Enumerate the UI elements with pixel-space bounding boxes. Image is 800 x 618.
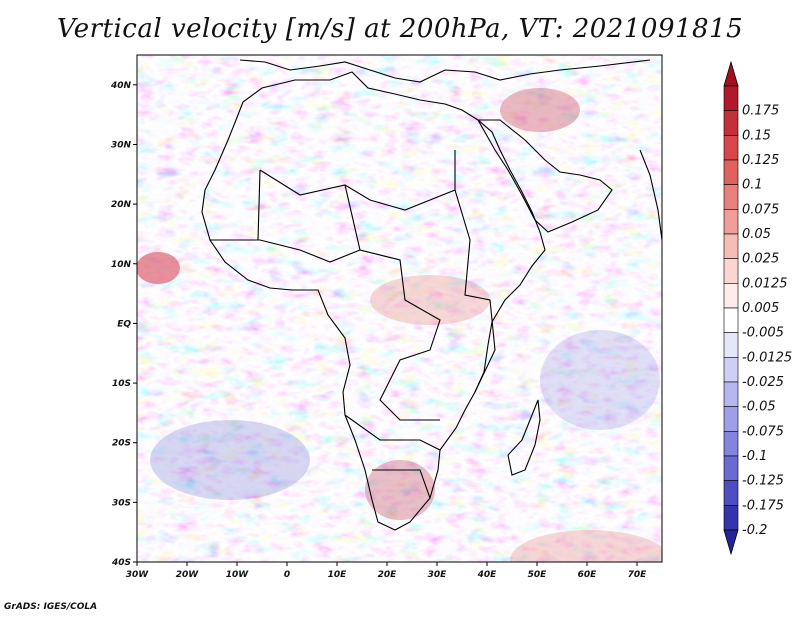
europe-coastline <box>239 59 651 83</box>
descent-patch-indian <box>540 330 660 430</box>
colorbar-swatch <box>723 233 739 259</box>
lon-label: 0 <box>284 570 290 580</box>
colorbar-label: -0.05 <box>742 400 776 415</box>
country-border-central <box>344 184 441 421</box>
lon-label: 20W <box>176 570 200 580</box>
colorbar-label: -0.2 <box>742 523 767 538</box>
plot-frame <box>136 54 663 563</box>
colorbar-label: 0.0125 <box>742 276 788 291</box>
lon-label: 10E <box>328 570 348 580</box>
lon-label: 70E <box>628 570 648 580</box>
axis-ticks: 30W 20W 10W 0 10E 20E 30E 40E 50E 60E 70E 40N 30N 20N… <box>110 81 647 580</box>
descent-patch-southatlantic <box>150 420 310 500</box>
lon-label: 30W <box>126 570 150 580</box>
credit-text: GrADS: IGES/COLA <box>4 602 98 612</box>
lon-label: 40E <box>477 570 498 580</box>
colorbar-label: -0.175 <box>742 498 784 513</box>
colorbar-label: 0.005 <box>742 301 779 316</box>
colorbar-swatch <box>723 406 739 432</box>
lat-label: 30S <box>112 498 131 508</box>
lat-label: 10N <box>111 260 132 270</box>
colorbar-top-arrow <box>723 60 739 87</box>
lat-label: 30N <box>111 140 132 150</box>
colorbar-swatch <box>723 455 739 481</box>
lon-label: 20E <box>378 570 398 580</box>
lat-label: 40N <box>110 81 132 91</box>
colorbar: 0.175 0.15 0.125 0.1 0.075 0.05 0.025 0.0125 0.0… <box>723 60 792 556</box>
colorbar-swatch <box>723 184 739 210</box>
coastlines <box>201 59 662 531</box>
colorbar-label: 0.025 <box>742 252 779 267</box>
lat-label: 40S <box>111 558 131 568</box>
colorbar-swatch <box>723 505 739 531</box>
lat-label: 20N <box>111 200 132 210</box>
colorbar-label: -0.125 <box>742 474 784 489</box>
colorbar-swatch <box>723 135 739 161</box>
colorbar-swatch <box>723 357 739 383</box>
chart-title: Vertical velocity [m/s] at 200hPa, VT: 2… <box>56 14 744 44</box>
colorbar-swatch <box>723 85 739 111</box>
lon-label: 50E <box>528 570 548 580</box>
colorbar-swatch <box>723 431 739 457</box>
lat-label: 10S <box>112 379 131 389</box>
colorbar-swatch <box>723 283 739 309</box>
colorbar-swatch <box>723 209 739 235</box>
colorbar-swatch <box>723 258 739 284</box>
colorbar-label: -0.075 <box>742 424 784 439</box>
colorbar-label: 0.05 <box>742 227 771 242</box>
colorbar-label: 0.175 <box>742 104 779 119</box>
colorbar-label: -0.025 <box>742 375 784 390</box>
colorbar-label: -0.005 <box>742 326 784 341</box>
colorbar-label: -0.0125 <box>742 350 792 365</box>
colorbar-swatch <box>723 159 739 185</box>
ascent-patch-atlantic <box>137 252 180 284</box>
africa-coastline <box>201 71 546 531</box>
madagascar-coastline <box>507 399 541 476</box>
india-coastline <box>639 149 662 241</box>
colorbar-label: -0.1 <box>742 449 767 464</box>
country-border-south <box>344 414 441 499</box>
lat-label: EQ <box>117 319 131 329</box>
country-border-west <box>210 169 361 263</box>
colorbar-swatch <box>723 381 739 407</box>
lon-label: 30E <box>428 570 448 580</box>
ascent-patch-southafrica <box>365 460 435 520</box>
arabia-coastline <box>477 119 613 233</box>
lat-label: 20S <box>112 439 131 449</box>
colorbar-swatch <box>723 480 739 506</box>
ascent-patch-southernocean <box>510 530 662 562</box>
ascent-patch-iran <box>500 88 580 132</box>
velocity-field <box>137 55 662 562</box>
lon-label: 10W <box>226 570 250 580</box>
colorbar-label: 0.1 <box>742 178 763 193</box>
colorbar-swatch <box>723 110 739 136</box>
colorbar-bottom-arrow <box>723 529 739 556</box>
colorbar-label: 0.075 <box>742 202 779 217</box>
lon-label: 60E <box>578 570 598 580</box>
colorbar-label: 0.15 <box>742 128 771 143</box>
colorbar-swatch <box>723 332 739 358</box>
colorbar-swatch <box>723 307 739 333</box>
ascent-patch-centralafrica <box>370 275 490 325</box>
country-border-east <box>454 189 496 393</box>
colorbar-label: 0.125 <box>742 153 779 168</box>
